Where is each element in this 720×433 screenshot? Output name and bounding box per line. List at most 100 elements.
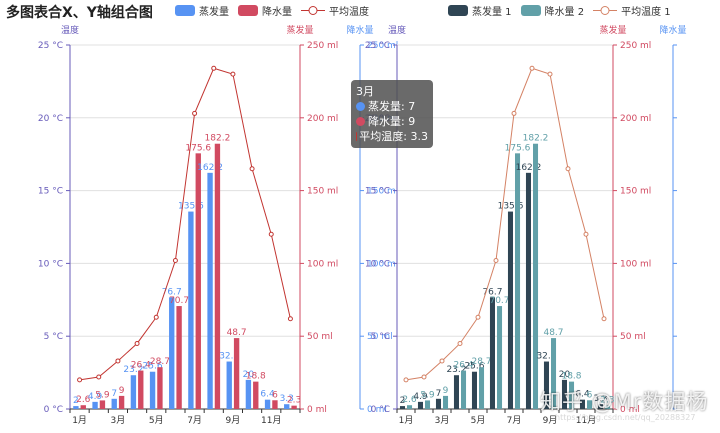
bar[interactable] [489,297,495,409]
bar[interactable] [605,405,611,409]
bar[interactable] [471,371,477,409]
line-point[interactable] [134,340,140,346]
bar-value-label: 2.6 [402,395,417,405]
bar[interactable] [264,399,271,409]
legend-left: 蒸发量 降水量 平均温度 [175,3,378,18]
line-point[interactable] [172,257,178,263]
y-tick-label: 0 °C [44,405,63,415]
line-point[interactable] [96,374,102,380]
bar[interactable] [569,381,575,409]
bar[interactable] [533,143,539,409]
line-point[interactable] [475,314,481,320]
bar[interactable] [169,297,175,409]
bar[interactable] [443,395,449,409]
bar-value-label: 182.2 [205,134,231,144]
bar[interactable] [587,400,593,409]
bar[interactable] [233,338,240,409]
line-point[interactable] [583,231,589,237]
bar[interactable] [291,405,297,409]
line-point[interactable] [421,374,427,380]
bar[interactable] [138,370,144,409]
line-point[interactable] [153,314,159,320]
legend-item[interactable]: 平均温度 1 [593,3,671,18]
bar[interactable] [479,367,485,409]
line-point[interactable] [439,358,445,364]
y-tick-label: 250 ml [307,41,338,51]
line-point[interactable] [287,316,293,322]
legend-bar-swatch-icon [175,5,195,16]
bar[interactable] [207,172,213,409]
line-point[interactable] [77,377,83,383]
line-point[interactable] [547,71,553,77]
bar-value-label: 20 [559,370,571,380]
bar[interactable] [253,381,259,409]
bar-value-label: 18.8 [561,372,581,382]
bar[interactable] [272,400,278,409]
bar[interactable] [543,361,549,409]
line-point[interactable] [115,358,121,364]
bar[interactable] [497,306,503,409]
bar[interactable] [149,371,156,409]
line-point[interactable] [565,166,571,172]
bar[interactable] [73,406,79,409]
line-point[interactable] [529,65,535,71]
line-point[interactable] [268,231,274,237]
legend-item[interactable]: 蒸发量 1 [448,3,512,18]
bar[interactable] [407,405,413,409]
bar-value-label: 2.3 [287,396,301,406]
bar[interactable] [245,379,252,409]
bar[interactable] [130,375,137,409]
y-axis-name: 蒸发量 [599,24,626,36]
line-point[interactable] [601,316,607,322]
bar[interactable] [111,398,117,409]
bar[interactable] [435,398,441,409]
bar[interactable] [195,153,201,409]
bar[interactable] [507,211,513,409]
bar[interactable] [99,400,106,409]
line-point[interactable] [511,110,517,116]
bar-value-label: 9 [119,386,125,396]
bar[interactable] [461,370,467,409]
line-point[interactable] [457,340,463,346]
legend-item[interactable]: 平均温度 [301,3,369,18]
bar[interactable] [176,306,182,409]
line-point[interactable] [493,257,499,263]
bar[interactable] [515,153,521,409]
bar[interactable] [417,401,423,409]
legend-item[interactable]: 降水量 [238,3,292,18]
bar[interactable] [425,400,431,409]
bar[interactable] [284,404,290,409]
bar[interactable] [597,404,603,409]
y-tick-label: 50 ml [307,332,333,342]
bar[interactable] [551,338,557,409]
bar[interactable] [80,405,86,409]
bar[interactable] [226,361,232,409]
bar[interactable] [214,143,221,409]
line-point[interactable] [230,71,236,77]
bar[interactable] [399,406,405,409]
bar-value-label: 32.6 [536,352,556,362]
bar-value-label: 2 [400,396,406,406]
line-point[interactable] [403,377,409,383]
legend-item[interactable]: 蒸发量 [175,3,229,18]
bar-value-label: 48.7 [543,328,563,338]
bar[interactable] [92,401,98,409]
y-tick-label: 0 ml [307,405,327,415]
bar[interactable] [188,211,194,409]
x-tick-label: 3月 [435,415,450,426]
legend-item[interactable]: 降水量 2 [520,3,584,18]
bar[interactable] [118,395,125,409]
bar[interactable] [561,379,567,409]
bar-value-label: 25.6 [464,362,484,372]
bar-value-label: 5.9 [420,390,435,400]
tooltip-row: 蒸发量: 7 [356,99,428,114]
line-point[interactable] [211,65,217,71]
temperature-line [79,67,291,381]
bar[interactable] [525,172,531,409]
line-point[interactable] [249,166,255,172]
line-point[interactable] [192,110,198,116]
bar[interactable] [157,367,163,409]
bar[interactable] [453,375,459,409]
bar[interactable] [579,399,585,409]
y-tick-label: 250 ml [367,41,398,51]
